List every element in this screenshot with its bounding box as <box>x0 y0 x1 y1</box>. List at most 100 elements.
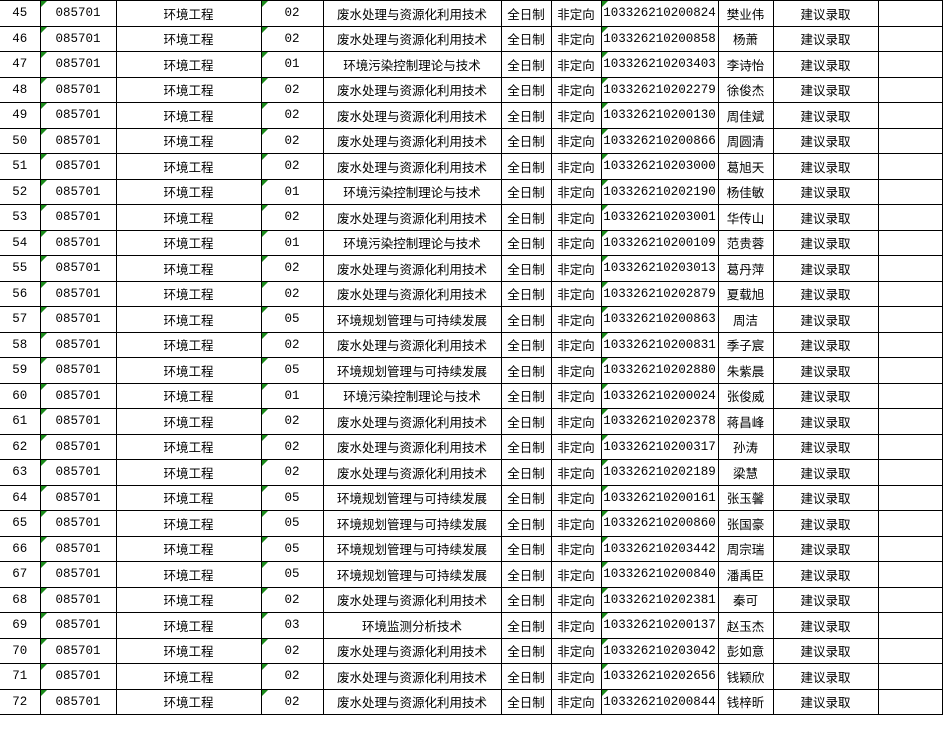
empty-cell[interactable] <box>877 663 943 690</box>
candidate-name-cell[interactable]: 周圆清 <box>717 127 774 154</box>
direction-code-cell[interactable]: 02 <box>260 688 324 715</box>
enrollment-type-cell[interactable]: 非定向 <box>550 153 602 180</box>
direction-code-cell[interactable]: 01 <box>260 178 324 205</box>
major-name-cell[interactable]: 环境工程 <box>115 51 262 78</box>
empty-cell[interactable] <box>877 76 943 103</box>
direction-code-cell[interactable]: 02 <box>260 25 324 52</box>
empty-cell[interactable] <box>877 637 943 664</box>
research-direction-cell[interactable]: 环境污染控制理论与技术 <box>322 51 502 78</box>
research-direction-cell[interactable]: 环境规划管理与可持续发展 <box>322 306 502 333</box>
row-number-cell[interactable]: 72 <box>0 688 41 715</box>
research-direction-cell[interactable]: 环境规划管理与可持续发展 <box>322 510 502 537</box>
direction-code-cell[interactable]: 02 <box>260 204 324 231</box>
major-name-cell[interactable]: 环境工程 <box>115 663 262 690</box>
study-mode-cell[interactable]: 全日制 <box>500 561 552 588</box>
row-number-cell[interactable]: 45 <box>0 0 41 27</box>
enrollment-type-cell[interactable]: 非定向 <box>550 688 602 715</box>
empty-cell[interactable] <box>877 561 943 588</box>
row-number-cell[interactable]: 54 <box>0 229 41 256</box>
enrollment-type-cell[interactable]: 非定向 <box>550 612 602 639</box>
major-code-cell[interactable]: 085701 <box>39 178 117 205</box>
enrollment-type-cell[interactable]: 非定向 <box>550 408 602 435</box>
study-mode-cell[interactable]: 全日制 <box>500 331 552 358</box>
row-number-cell[interactable]: 64 <box>0 484 41 511</box>
enrollment-type-cell[interactable]: 非定向 <box>550 561 602 588</box>
research-direction-cell[interactable]: 环境规划管理与可持续发展 <box>322 561 502 588</box>
exam-id-cell[interactable]: 103326210200824 <box>600 0 719 27</box>
row-number-cell[interactable]: 62 <box>0 433 41 460</box>
major-code-cell[interactable]: 085701 <box>39 229 117 256</box>
empty-cell[interactable] <box>877 459 943 486</box>
study-mode-cell[interactable]: 全日制 <box>500 178 552 205</box>
row-number-cell[interactable]: 60 <box>0 382 41 409</box>
enrollment-type-cell[interactable]: 非定向 <box>550 204 602 231</box>
empty-cell[interactable] <box>877 153 943 180</box>
empty-cell[interactable] <box>877 280 943 307</box>
candidate-name-cell[interactable]: 范贵蓉 <box>717 229 774 256</box>
major-name-cell[interactable]: 环境工程 <box>115 127 262 154</box>
direction-code-cell[interactable]: 02 <box>260 153 324 180</box>
candidate-name-cell[interactable]: 蒋昌峰 <box>717 408 774 435</box>
candidate-name-cell[interactable]: 葛旭天 <box>717 153 774 180</box>
enrollment-type-cell[interactable]: 非定向 <box>550 459 602 486</box>
enrollment-type-cell[interactable]: 非定向 <box>550 586 602 613</box>
candidate-name-cell[interactable]: 钱颖欣 <box>717 663 774 690</box>
research-direction-cell[interactable]: 环境规划管理与可持续发展 <box>322 357 502 384</box>
major-name-cell[interactable]: 环境工程 <box>115 306 262 333</box>
direction-code-cell[interactable]: 02 <box>260 102 324 129</box>
exam-id-cell[interactable]: 103326210200109 <box>600 229 719 256</box>
empty-cell[interactable] <box>877 331 943 358</box>
major-name-cell[interactable]: 环境工程 <box>115 586 262 613</box>
major-code-cell[interactable]: 085701 <box>39 153 117 180</box>
candidate-name-cell[interactable]: 赵玉杰 <box>717 612 774 639</box>
major-name-cell[interactable]: 环境工程 <box>115 229 262 256</box>
major-code-cell[interactable]: 085701 <box>39 0 117 27</box>
exam-id-cell[interactable]: 103326210200130 <box>600 102 719 129</box>
empty-cell[interactable] <box>877 612 943 639</box>
row-number-cell[interactable]: 51 <box>0 153 41 180</box>
major-name-cell[interactable]: 环境工程 <box>115 76 262 103</box>
major-name-cell[interactable]: 环境工程 <box>115 484 262 511</box>
candidate-name-cell[interactable]: 季子宸 <box>717 331 774 358</box>
major-code-cell[interactable]: 085701 <box>39 535 117 562</box>
admission-result-cell[interactable]: 建议录取 <box>772 178 879 205</box>
admission-result-cell[interactable]: 建议录取 <box>772 331 879 358</box>
admission-result-cell[interactable]: 建议录取 <box>772 25 879 52</box>
major-name-cell[interactable]: 环境工程 <box>115 433 262 460</box>
study-mode-cell[interactable]: 全日制 <box>500 153 552 180</box>
exam-id-cell[interactable]: 103326210200161 <box>600 484 719 511</box>
enrollment-type-cell[interactable]: 非定向 <box>550 51 602 78</box>
admission-result-cell[interactable]: 建议录取 <box>772 637 879 664</box>
exam-id-cell[interactable]: 103326210202381 <box>600 586 719 613</box>
study-mode-cell[interactable]: 全日制 <box>500 433 552 460</box>
direction-code-cell[interactable]: 02 <box>260 331 324 358</box>
empty-cell[interactable] <box>877 204 943 231</box>
candidate-name-cell[interactable]: 张国豪 <box>717 510 774 537</box>
row-number-cell[interactable]: 48 <box>0 76 41 103</box>
research-direction-cell[interactable]: 废水处理与资源化利用技术 <box>322 637 502 664</box>
research-direction-cell[interactable]: 废水处理与资源化利用技术 <box>322 459 502 486</box>
study-mode-cell[interactable]: 全日制 <box>500 408 552 435</box>
direction-code-cell[interactable]: 01 <box>260 51 324 78</box>
admission-result-cell[interactable]: 建议录取 <box>772 535 879 562</box>
empty-cell[interactable] <box>877 408 943 435</box>
major-code-cell[interactable]: 085701 <box>39 510 117 537</box>
row-number-cell[interactable]: 47 <box>0 51 41 78</box>
major-name-cell[interactable]: 环境工程 <box>115 688 262 715</box>
admission-result-cell[interactable]: 建议录取 <box>772 127 879 154</box>
empty-cell[interactable] <box>877 535 943 562</box>
enrollment-type-cell[interactable]: 非定向 <box>550 280 602 307</box>
major-name-cell[interactable]: 环境工程 <box>115 408 262 435</box>
major-code-cell[interactable]: 085701 <box>39 586 117 613</box>
major-code-cell[interactable]: 085701 <box>39 25 117 52</box>
study-mode-cell[interactable]: 全日制 <box>500 127 552 154</box>
admission-result-cell[interactable]: 建议录取 <box>772 612 879 639</box>
empty-cell[interactable] <box>877 229 943 256</box>
research-direction-cell[interactable]: 废水处理与资源化利用技术 <box>322 127 502 154</box>
row-number-cell[interactable]: 46 <box>0 25 41 52</box>
study-mode-cell[interactable]: 全日制 <box>500 612 552 639</box>
admission-result-cell[interactable]: 建议录取 <box>772 561 879 588</box>
empty-cell[interactable] <box>877 510 943 537</box>
exam-id-cell[interactable]: 103326210202378 <box>600 408 719 435</box>
direction-code-cell[interactable]: 02 <box>260 0 324 27</box>
